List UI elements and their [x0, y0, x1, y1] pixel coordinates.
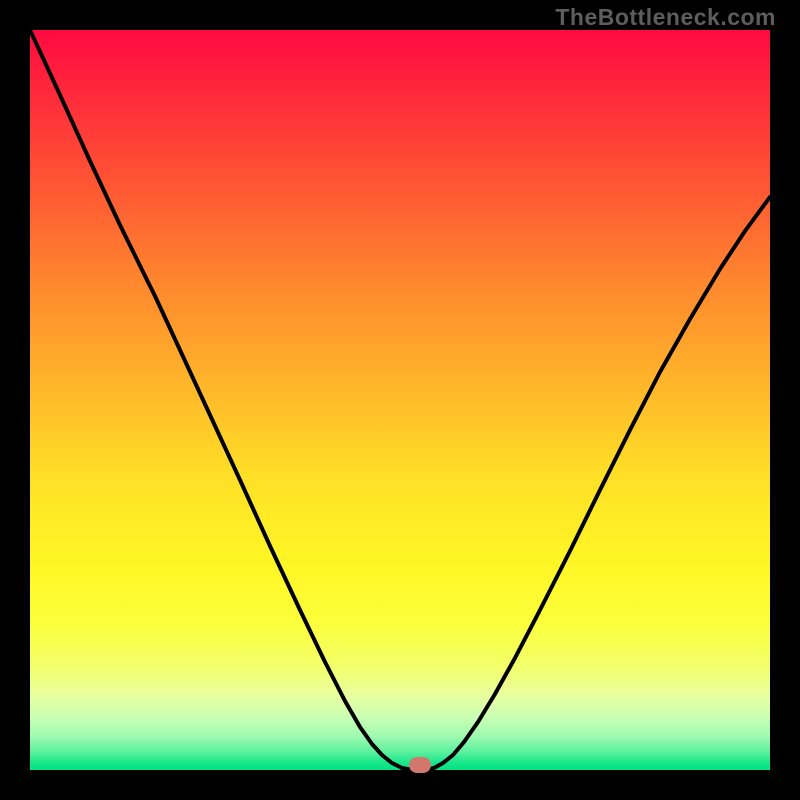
bottleneck-marker — [409, 757, 431, 773]
chart-container: TheBottleneck.com — [0, 0, 800, 800]
plot-area — [30, 30, 770, 770]
watermark-text: TheBottleneck.com — [555, 4, 776, 31]
